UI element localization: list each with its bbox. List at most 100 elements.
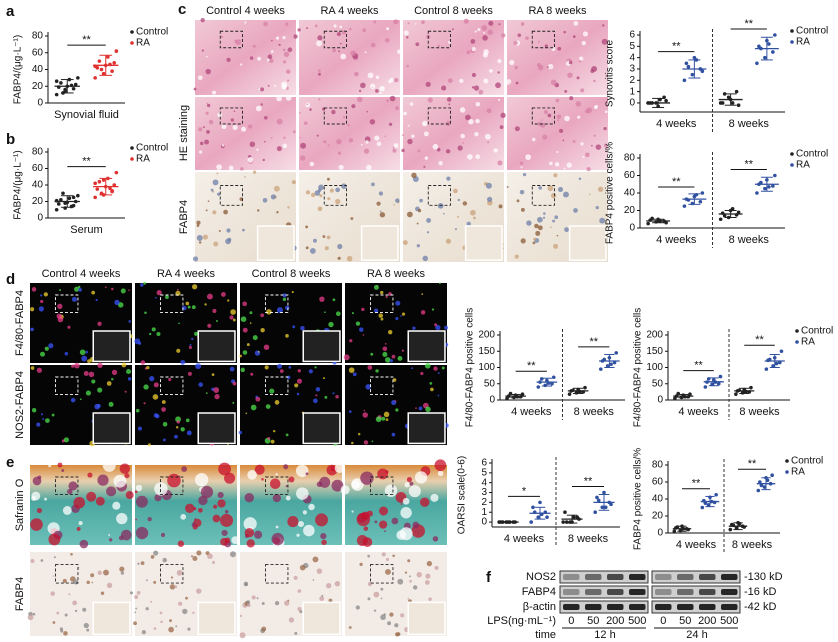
texture	[271, 532, 284, 546]
texture	[351, 478, 364, 491]
texture	[283, 464, 289, 470]
data-point	[770, 473, 774, 478]
texture	[437, 372, 440, 375]
texture	[287, 79, 290, 82]
texture	[140, 360, 146, 365]
texture	[481, 25, 488, 31]
roi-box	[323, 30, 347, 49]
y-tick-label: 50	[484, 378, 496, 389]
data-point	[762, 485, 767, 489]
texture	[426, 560, 433, 567]
texture	[363, 148, 370, 154]
texture	[91, 581, 94, 584]
texture	[257, 56, 261, 61]
texture	[316, 568, 323, 574]
texture	[475, 101, 481, 107]
texture	[556, 119, 560, 122]
legend-marker	[790, 152, 794, 156]
texture	[221, 529, 228, 537]
texture	[267, 84, 270, 87]
data-point	[700, 191, 705, 195]
texture	[463, 18, 469, 24]
texture	[124, 390, 127, 393]
texture	[339, 42, 342, 45]
data-point	[764, 367, 769, 371]
legend-marker	[130, 157, 134, 161]
column-header: RA 4 weeks	[320, 5, 379, 17]
texture	[488, 20, 494, 26]
texture	[81, 355, 88, 362]
data-point	[771, 184, 775, 188]
texture	[260, 103, 263, 106]
band-size: -16 kD	[744, 586, 776, 598]
blot-band	[699, 589, 716, 595]
texture	[48, 533, 61, 546]
texture	[191, 305, 196, 310]
texture	[310, 192, 316, 198]
texture	[366, 164, 372, 171]
error-bar	[652, 218, 665, 224]
texture	[162, 422, 168, 427]
texture	[264, 140, 266, 143]
error-bar	[604, 354, 615, 368]
texture	[579, 56, 584, 61]
texture	[221, 124, 227, 130]
texture	[332, 392, 335, 395]
texture	[240, 63, 243, 66]
texture	[367, 365, 373, 370]
texture	[213, 387, 220, 393]
panel-label: d	[6, 271, 15, 288]
texture	[414, 23, 417, 25]
micrograph	[345, 552, 447, 637]
texture	[154, 494, 162, 502]
legend-label: Control	[796, 26, 828, 37]
texture	[380, 290, 384, 295]
texture	[533, 237, 536, 241]
micrograph	[343, 282, 449, 363]
legend-label: RA	[136, 38, 150, 49]
texture	[291, 179, 297, 185]
image-background	[299, 97, 400, 170]
texture	[285, 485, 288, 488]
texture	[562, 191, 569, 198]
texture	[538, 40, 541, 43]
image-background	[507, 20, 608, 95]
texture	[146, 579, 148, 582]
texture	[319, 476, 331, 488]
y-tick-label: 2	[629, 75, 635, 86]
roi-box	[370, 376, 394, 396]
texture	[419, 198, 423, 203]
texture	[83, 371, 89, 377]
texture	[484, 133, 491, 140]
texture	[285, 495, 291, 501]
texture	[70, 397, 76, 403]
blot-band	[721, 574, 738, 580]
texture	[275, 525, 279, 529]
texture	[434, 565, 439, 570]
texture	[200, 485, 214, 499]
texture	[169, 584, 176, 590]
data-point	[561, 520, 565, 524]
texture	[365, 140, 369, 144]
texture	[445, 120, 451, 126]
data-point	[703, 385, 708, 389]
texture	[45, 418, 50, 423]
texture	[38, 306, 44, 312]
texture	[245, 412, 248, 415]
texture	[59, 288, 62, 291]
y-tick-label: 80	[32, 31, 44, 42]
texture	[199, 141, 204, 146]
texture	[309, 248, 316, 254]
data-point	[755, 191, 759, 195]
data-point	[114, 49, 119, 53]
blot-band	[699, 574, 716, 580]
texture	[250, 372, 254, 376]
data-point	[112, 61, 117, 65]
data-point	[63, 201, 67, 205]
texture	[216, 164, 222, 170]
texture	[138, 341, 142, 345]
texture	[194, 331, 199, 336]
blot-band	[721, 604, 738, 610]
texture	[296, 392, 300, 396]
texture	[328, 598, 333, 603]
